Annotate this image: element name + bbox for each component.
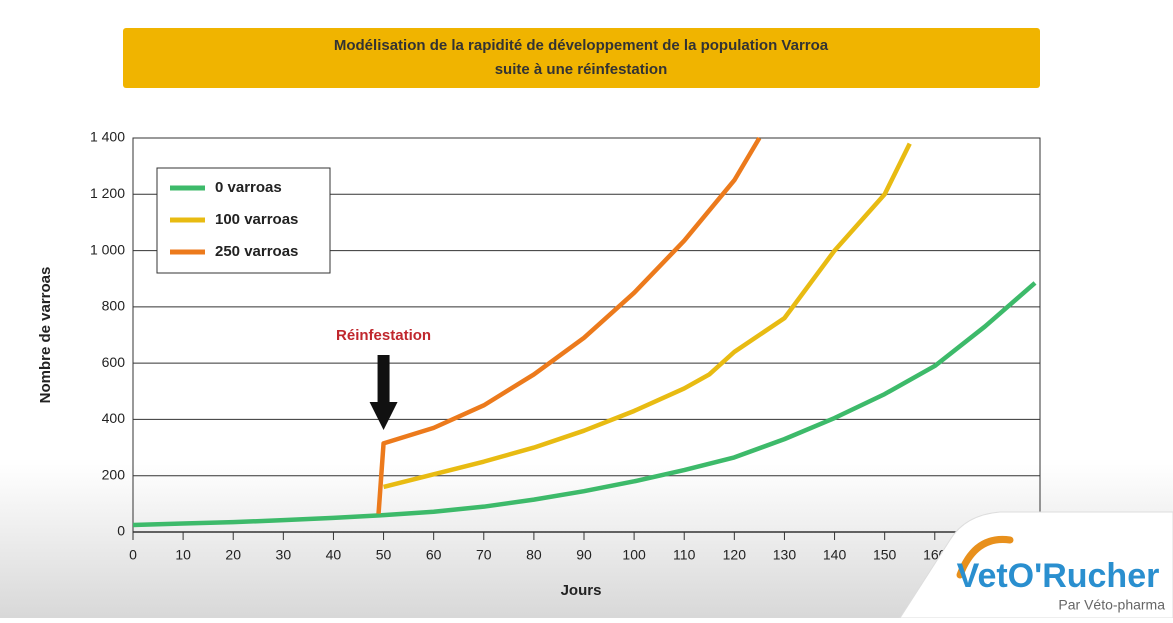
- legend-label: 100 varroas: [215, 211, 298, 228]
- x-tick-label: 150: [873, 547, 897, 563]
- x-axis-label: Jours: [561, 582, 602, 599]
- y-tick-label: 1 000: [90, 241, 125, 257]
- legend-label: 0 varroas: [215, 179, 282, 196]
- logo-tagline: Par Véto-pharma: [1058, 597, 1165, 613]
- plot: 0 200 400 600 800 1 000 1 200 1 400 0 10 20 30 40 50 6…: [90, 129, 1041, 563]
- legend-label: 250 varroas: [215, 243, 298, 260]
- x-tick-label: 20: [225, 547, 241, 563]
- x-tick-label: 130: [773, 547, 797, 563]
- x-tick-label: 40: [326, 547, 342, 563]
- x-tick-label: 10: [175, 547, 191, 563]
- x-tick-label: 110: [673, 547, 696, 563]
- series-line: [376, 136, 762, 514]
- legend: 0 varroas 100 varroas 250 varroas: [156, 167, 331, 274]
- y-tick-label: 600: [102, 354, 126, 370]
- x-tick-label: 140: [823, 547, 847, 563]
- x-tick-label: 30: [276, 547, 292, 563]
- x-tick-label: 100: [622, 547, 646, 563]
- x-tick-label: 120: [723, 547, 747, 563]
- series-line: [383, 142, 912, 490]
- series-line: [132, 281, 1037, 528]
- annotation-arrow: [369, 355, 398, 430]
- y-tick-label: 400: [102, 410, 126, 426]
- y-tick-label: 1 400: [90, 129, 125, 145]
- y-axis-label: Nombre de varroas: [37, 267, 54, 404]
- x-tick-label: 50: [376, 547, 392, 563]
- x-tick-label: 0: [129, 547, 137, 563]
- x-tick-label: 90: [576, 547, 592, 563]
- logo: VetO'Rucher Par Véto-pharma: [899, 511, 1173, 619]
- x-tick-label: 80: [526, 547, 542, 563]
- chart-title: Modélisation de la rapidité de développe…: [334, 37, 829, 54]
- annotation: Réinfestation: [336, 327, 431, 344]
- y-tick-label: 1 200: [90, 185, 125, 201]
- logo-swoosh: [956, 535, 1014, 579]
- y-tick-label: 200: [102, 466, 126, 482]
- logo-panel: [899, 511, 1173, 619]
- y-tick-label: 800: [102, 298, 126, 314]
- logo-name: VetO'Rucher: [957, 557, 1160, 595]
- y-tick-label: 0: [117, 523, 125, 539]
- x-tick-label: 60: [426, 547, 442, 563]
- title-box: [123, 28, 1040, 88]
- chart-subtitle: suite à une réinfestation: [495, 61, 668, 78]
- x-tick-label: 70: [476, 547, 492, 563]
